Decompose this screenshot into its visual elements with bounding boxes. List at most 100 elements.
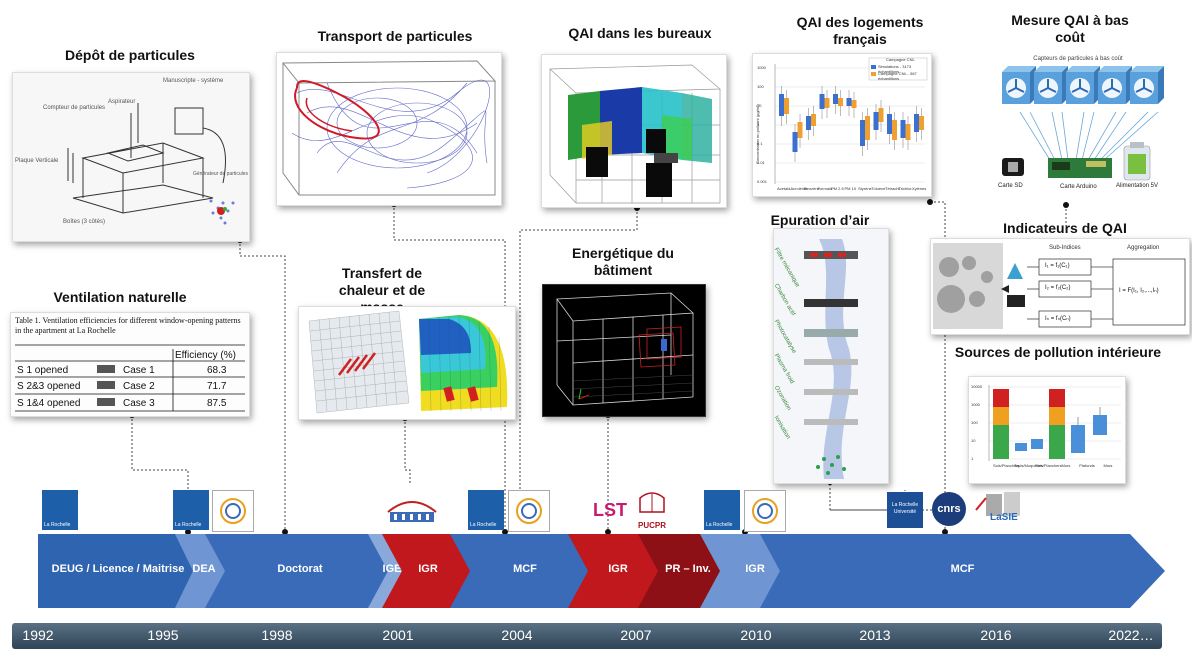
year-2013: 2013 bbox=[859, 627, 891, 643]
logo-lr-universite: La Rochelle Université bbox=[887, 492, 923, 528]
logements-yticks-tick: 0.01 bbox=[757, 160, 765, 165]
timeline-segment-doctorat: Doctorat bbox=[205, 534, 395, 608]
logements-xticks-tick: Xylènes bbox=[912, 186, 927, 191]
title-depot: Dépôt de particules bbox=[65, 47, 195, 63]
depot-label-0: Manuscripte - système bbox=[163, 78, 224, 84]
title-sources: Sources de pollution intérieure bbox=[954, 344, 1162, 360]
title-mesure: Mesure QAI à bas coût bbox=[1011, 12, 1129, 45]
panel-depot: Manuscripte - système Aspirateur Compteu… bbox=[12, 72, 250, 242]
year-2010: 2010 bbox=[740, 627, 772, 643]
logements-box bbox=[846, 98, 852, 106]
logements-box bbox=[784, 98, 789, 114]
ventilation-row-1-case: Case 1 bbox=[123, 365, 155, 376]
logements-yticks-tick: 100 bbox=[757, 84, 764, 89]
year-1995: 1995 bbox=[147, 627, 179, 643]
logements-box bbox=[838, 98, 843, 106]
sensor-cube bbox=[1002, 66, 1036, 104]
logements-box bbox=[811, 114, 816, 126]
logo-lab-spiral-2 bbox=[508, 490, 550, 532]
panel-ventilation: Table 1. Ventilation efficiencies for di… bbox=[10, 312, 250, 417]
logements-box bbox=[878, 108, 884, 122]
ventilation-row-1-value: 68.3 bbox=[207, 365, 227, 376]
logo-la-rochelle-4: La Rochelle bbox=[704, 490, 740, 530]
logements-legend-title: Campagne CNL bbox=[886, 57, 915, 62]
logements-box bbox=[919, 116, 924, 130]
logements-box bbox=[860, 120, 865, 146]
ventilation-caption: Table 1. Ventilation efficiencies for di… bbox=[15, 316, 241, 335]
logements-yticks-tick: 1 bbox=[757, 122, 760, 127]
year-1992: 1992 bbox=[22, 627, 54, 643]
logements-yticks-tick: 0.001 bbox=[757, 179, 768, 184]
ventilation-table-grid bbox=[15, 344, 245, 412]
panel-sources: 10000 1000 100 10 1 Sols/Planchers Tapis/Moqu… bbox=[968, 376, 1126, 484]
logements-box bbox=[824, 98, 830, 108]
timeline-segment-mcf-2: MCF bbox=[760, 534, 1165, 608]
logements-box bbox=[873, 112, 879, 130]
depot-label-1: Aspirateur bbox=[108, 99, 136, 105]
depot-label-2: Compteur de particules bbox=[43, 105, 106, 111]
sources-xticks-tick: Plafonds bbox=[1079, 463, 1095, 468]
logements-box bbox=[851, 100, 857, 108]
sensor-cube bbox=[1098, 66, 1132, 104]
logements-box bbox=[819, 94, 825, 109]
year-2022: 2022… bbox=[1108, 627, 1154, 643]
sources-barchart bbox=[988, 385, 1121, 461]
ventilation-row-3-value: 87.5 bbox=[207, 398, 227, 409]
sources-yticks-tick: 1000 bbox=[971, 402, 980, 407]
logements-box bbox=[779, 94, 784, 116]
panel-qai-bureaux bbox=[541, 54, 727, 208]
indicateurs-formula-2: I₂ = f₂(C₂) bbox=[1045, 285, 1071, 291]
energetique-wireframe bbox=[556, 292, 694, 406]
logo-lab-spiral-1 bbox=[212, 490, 254, 532]
logements-legend-0: Simulations - 3173 échantillons bbox=[878, 64, 912, 74]
title-energetique: Energétique du bâtiment bbox=[572, 245, 674, 278]
logements-xticks-tick: PM 10 bbox=[844, 186, 857, 191]
logo-cnrs: cnrs bbox=[932, 492, 966, 526]
logo-lasie: LaSIE bbox=[972, 490, 1028, 528]
timeline-segment-igr-2: IGR bbox=[568, 534, 668, 608]
depot-schematic bbox=[67, 103, 235, 225]
logements-box bbox=[833, 94, 838, 104]
title-qai-bureaux: QAI dans les bureaux bbox=[568, 25, 712, 41]
logements-box bbox=[905, 124, 911, 140]
mesure-subtitle: Capteurs de particules à bas coût bbox=[1033, 56, 1123, 62]
ventilation-row-2-value: 71.7 bbox=[207, 381, 227, 392]
logements-xticks-tick: Trichlor. bbox=[898, 186, 913, 191]
logo-building bbox=[384, 490, 440, 526]
logements-box bbox=[792, 132, 798, 152]
sources-xticks-tick: Sols/Planchers bbox=[1035, 463, 1062, 468]
transport-streamlines bbox=[281, 60, 497, 196]
title-transport: Transport de particules bbox=[317, 28, 473, 44]
panel-transfert bbox=[298, 306, 516, 420]
logo-la-rochelle-2: La Rochelle bbox=[173, 490, 209, 530]
ventilation-row-1-label: S 1 opened bbox=[17, 365, 69, 376]
year-1998: 1998 bbox=[261, 627, 293, 643]
sensor-cube bbox=[1066, 66, 1100, 104]
logements-xticks-tick: Benzène bbox=[804, 186, 820, 191]
panel-transport bbox=[276, 52, 502, 206]
depot-label-3: Plaque Verticale bbox=[15, 158, 59, 164]
logements-xticks-tick: Formald. bbox=[817, 186, 834, 191]
logements-xticks-tick: Acroléine bbox=[790, 186, 808, 191]
bureaux-simulation bbox=[549, 64, 721, 204]
title-ventilation: Ventilation naturelle bbox=[53, 289, 187, 305]
logements-xticks-tick: Acetald. bbox=[777, 186, 792, 191]
panel-indicateurs: Sub-Indices Aggregation I₁ = f₁(C₁) I₂ =… bbox=[930, 238, 1190, 335]
logements-box bbox=[865, 116, 870, 140]
panel-energetique bbox=[542, 284, 706, 417]
year-2007: 2007 bbox=[620, 627, 652, 643]
indicateurs-diagram bbox=[933, 243, 1186, 329]
depot-label-5: Boîtes (3 côtés) bbox=[63, 219, 106, 225]
logements-xticks-tick: Styrène bbox=[858, 186, 872, 191]
epuration-column bbox=[804, 239, 858, 479]
indicateurs-formula-1: I₁ = f₁(C₁) bbox=[1045, 263, 1070, 269]
sources-yticks-tick: 10 bbox=[971, 438, 976, 443]
logements-xticks-tick: PM 2.5 bbox=[831, 186, 844, 191]
logements-legend-1: Campagne CNL - 567 échantillons bbox=[878, 71, 917, 81]
panel-mesure: Capteurs de particules à bas coût Carte … bbox=[990, 50, 1166, 202]
title-indicateurs: Indicateurs de QAI bbox=[1003, 220, 1127, 236]
logo-la-rochelle-3: La Rochelle bbox=[468, 490, 504, 530]
logements-boxplot bbox=[774, 57, 928, 184]
year-2016: 2016 bbox=[980, 627, 1012, 643]
sources-xticks-tick: Tapis/Moquettes bbox=[1014, 463, 1044, 468]
